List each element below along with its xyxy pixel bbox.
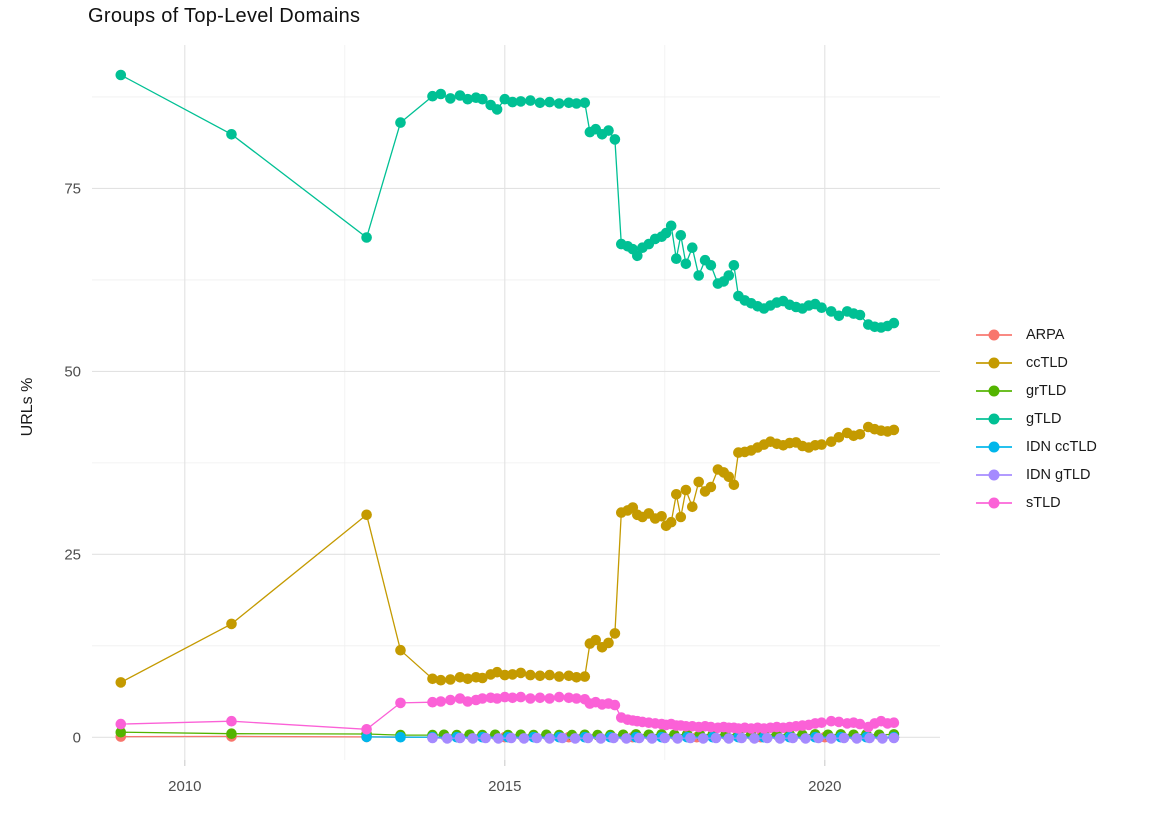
chart-title: Groups of Top-Level Domains — [88, 5, 361, 27]
legend-label: ARPA — [1026, 327, 1065, 343]
legend-label: sTLD — [1026, 495, 1061, 511]
legend-item-grtld: grTLD — [976, 377, 1097, 405]
legend-label: gTLD — [1026, 411, 1062, 427]
series-cctld — [115, 421, 900, 688]
y-tick-label: 50 — [64, 363, 81, 380]
legend-item-idn-cctld: IDN ccTLD — [976, 433, 1097, 461]
x-tick-label: 2010 — [168, 778, 201, 795]
legend-item-gtld: gTLD — [976, 405, 1097, 433]
legend-item-arpa: ARPA — [976, 321, 1097, 349]
legend-item-stld: sTLD — [976, 489, 1097, 517]
legend-key-icon — [976, 412, 1012, 426]
legend-key-icon — [976, 496, 1012, 510]
minor-gridlines — [92, 45, 940, 760]
legend: ARPA ccTLD grTLD gTLD IDN ccTLD IDN gTLD sTLD — [976, 321, 1097, 517]
y-axis-title: URLs % — [19, 377, 36, 437]
legend-key-icon — [976, 328, 1012, 342]
legend-item-idn-gtld: IDN gTLD — [976, 461, 1097, 489]
legend-key-icon — [976, 356, 1012, 370]
legend-key-icon — [976, 468, 1012, 482]
legend-label: IDN ccTLD — [1026, 439, 1097, 455]
x-tick-label: 2020 — [808, 778, 841, 795]
y-tick-label: 0 — [73, 729, 81, 746]
y-tick-label: 25 — [64, 546, 81, 563]
legend-label: grTLD — [1026, 383, 1067, 399]
legend-key-icon — [976, 440, 1012, 454]
x-tick-label: 2015 — [488, 778, 521, 795]
legend-item-cctld: ccTLD — [976, 349, 1097, 377]
major-gridlines — [92, 45, 940, 760]
series-idn-gtld — [427, 732, 900, 744]
series-gtld — [115, 69, 900, 333]
y-tick-label: 75 — [64, 180, 81, 197]
axis-tick-labels: 2010 2015 2020 0 25 50 75 — [64, 180, 841, 795]
legend-label: ccTLD — [1026, 355, 1068, 371]
axis-ticks — [184, 760, 826, 766]
series-stld — [115, 691, 900, 735]
legend-key-icon — [976, 384, 1012, 398]
legend-label: IDN gTLD — [1026, 467, 1091, 483]
